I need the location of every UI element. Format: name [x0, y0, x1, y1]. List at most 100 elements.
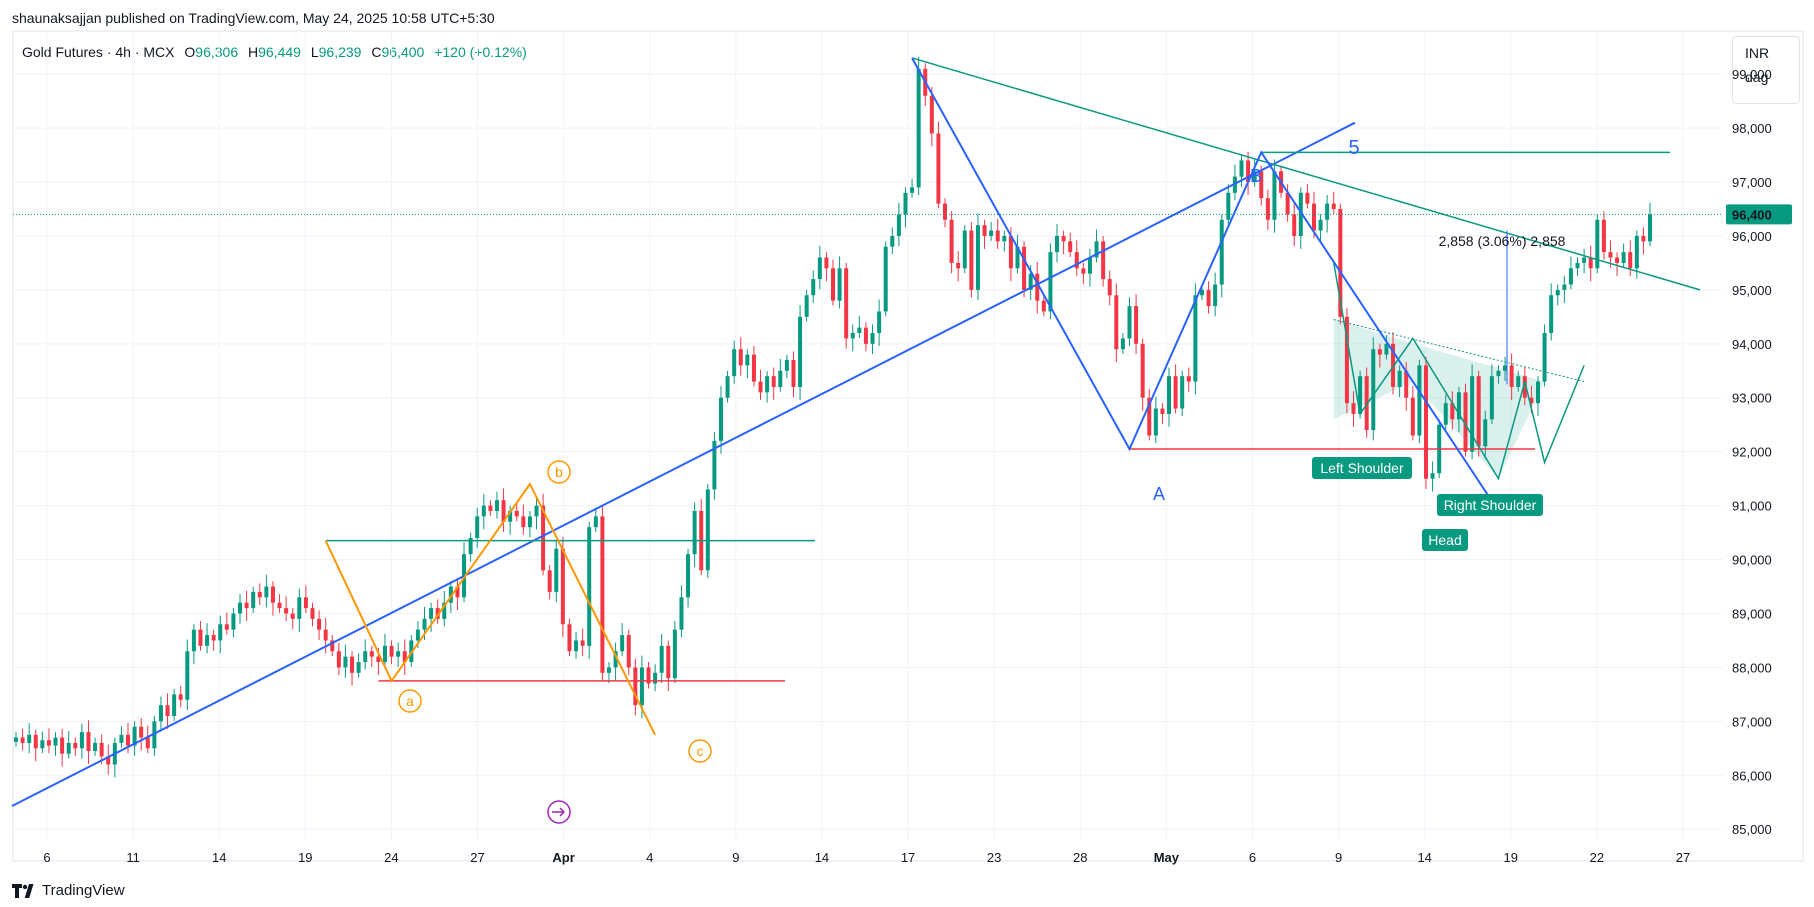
candle-body: [1035, 273, 1040, 301]
candle-body: [1002, 235, 1007, 242]
candle-body: [1213, 284, 1218, 307]
candle-body: [758, 381, 763, 393]
candles: [14, 56, 1652, 778]
candle-body: [1417, 365, 1422, 436]
x-tick-label: 27: [470, 850, 484, 865]
candle-body: [172, 694, 177, 716]
candle-body: [910, 187, 915, 193]
symbol-name[interactable]: Gold Futures · 4h · MCX: [22, 44, 175, 60]
candle-body: [27, 734, 32, 743]
candle-body: [132, 726, 137, 746]
candle-body: [40, 740, 45, 749]
high-label: H: [248, 44, 259, 60]
candle-body: [468, 537, 473, 555]
candle-body: [837, 268, 842, 301]
y-tick-label: 89,000: [1732, 606, 1772, 621]
grid-horizontal: [13, 73, 1723, 830]
candle-body: [284, 608, 289, 614]
x-tick-label: 6: [43, 850, 50, 865]
candle-body: [66, 742, 71, 754]
candle-body: [527, 516, 532, 528]
candle-body: [804, 295, 809, 317]
candle-body: [600, 516, 605, 673]
candle-body: [442, 602, 447, 619]
candle-body: [1114, 295, 1119, 350]
candle-body: [890, 235, 895, 247]
candle-body: [811, 279, 816, 296]
candle-body: [494, 500, 499, 512]
currency-label[interactable]: INR: [1745, 45, 1770, 61]
wave-c-label: c: [697, 743, 704, 759]
candle-body: [857, 327, 862, 334]
left-shoulder-label: Left Shoulder: [1320, 460, 1404, 476]
candle-body: [1397, 370, 1402, 387]
candle-body: [106, 756, 111, 765]
candle-body: [995, 230, 1000, 242]
candle-body: [422, 618, 427, 630]
x-tick-label: 14: [815, 850, 829, 865]
candle-body: [1226, 192, 1231, 220]
candle-body: [264, 586, 269, 598]
candle-body: [751, 354, 756, 382]
last-price-tag: [1726, 204, 1792, 225]
candle-body: [244, 602, 249, 609]
candle-body: [330, 640, 335, 652]
x-tick-label: 22: [1590, 850, 1604, 865]
y-tick-label: 86,000: [1732, 768, 1772, 783]
candle-body: [1193, 295, 1198, 382]
candle-body: [382, 645, 387, 663]
candle-body: [455, 586, 460, 598]
candle-body: [1384, 343, 1389, 355]
candle-body: [554, 548, 559, 592]
high-value: 96,449: [258, 44, 301, 60]
candle-body: [336, 651, 341, 668]
y-tick-label: 87,000: [1732, 714, 1772, 729]
candle-body: [1430, 473, 1435, 479]
candle-body: [126, 734, 131, 746]
symbol-header: Gold Futures · 4h · MCX O96,306 H96,449 …: [22, 44, 527, 60]
candle-body: [541, 505, 546, 571]
x-tick-label: 24: [384, 850, 398, 865]
candle-body: [369, 651, 374, 657]
candle-body: [593, 516, 598, 528]
time-axis[interactable]: 6 11 14 19 24 27 Apr 4 9 14 17 23 28 May 6 9 14 19 22 27: [43, 850, 1690, 865]
candle-body: [745, 354, 750, 366]
candle-body: [1503, 365, 1508, 371]
unit-label[interactable]: dag: [1745, 69, 1769, 85]
candle-body: [1364, 376, 1369, 431]
candle-body: [1555, 289, 1560, 296]
candle-body: [1068, 241, 1073, 253]
price-axis[interactable]: 85,000 86,000 87,000 88,000 89,000 90,000 91,0…: [1726, 67, 1792, 837]
candle-body: [639, 667, 644, 706]
trendline-green: [911, 57, 1701, 291]
candle-body: [198, 629, 203, 646]
low-value: 96,239: [318, 44, 362, 60]
candle-body: [1180, 376, 1185, 409]
candle-body: [1292, 214, 1297, 236]
scale-settings[interactable]: INR dag: [1732, 36, 1800, 104]
candle-body: [1173, 376, 1178, 409]
candle-body: [1516, 376, 1521, 387]
y-tick-label: 94,000: [1732, 337, 1772, 352]
x-tick-label: 14: [212, 850, 226, 865]
candle-body: [53, 737, 58, 746]
drawings: [11, 57, 1723, 824]
right-shoulder-label: Right Shoulder: [1444, 497, 1537, 513]
candle-body: [1259, 171, 1264, 199]
candle-body: [725, 376, 730, 398]
replay-arrow-icon: [552, 807, 566, 817]
x-tick-label: 27: [1676, 850, 1690, 865]
candle-body: [310, 608, 315, 619]
candle-body: [870, 333, 875, 344]
candle-body: [962, 230, 967, 269]
candle-body: [863, 327, 868, 344]
candle-body: [1582, 257, 1587, 263]
candle-body: [145, 737, 150, 749]
candle-body: [686, 554, 691, 598]
candle-body: [1008, 235, 1013, 269]
candle-body: [1496, 370, 1501, 377]
candle-body: [574, 640, 579, 652]
y-tick-label: 93,000: [1732, 391, 1772, 406]
candle-body: [1022, 246, 1027, 290]
